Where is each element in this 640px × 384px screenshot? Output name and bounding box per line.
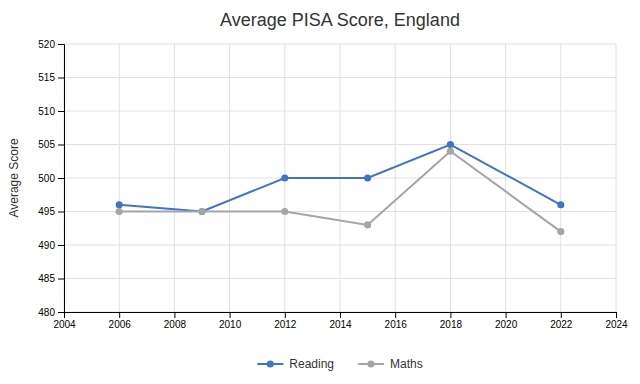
legend-marker	[367, 360, 374, 367]
y-tick: 505	[38, 139, 64, 150]
y-tick-mark	[58, 111, 64, 112]
y-tick: 480	[38, 307, 64, 318]
x-tick-label: 2004	[53, 319, 76, 330]
grid-line	[505, 44, 506, 312]
x-axis: 2004 2006 2008 2010 2012 2014 2016 2018 2020 2022…	[53, 312, 628, 330]
point	[557, 201, 564, 208]
grid-line	[119, 44, 120, 312]
x-tick: 2018	[440, 312, 463, 330]
y-tick-label: 485	[38, 273, 55, 284]
x-tick-mark	[174, 312, 175, 318]
x-tick-mark	[506, 312, 507, 318]
title: Average PISA Score, England	[220, 10, 460, 30]
y-tick-label: 520	[38, 39, 55, 50]
point	[198, 208, 205, 215]
legend: Reading Maths	[257, 357, 422, 371]
x-tick-label: 2024	[605, 319, 628, 330]
y-tick: 485	[38, 273, 64, 284]
legend-item: Reading	[257, 357, 334, 371]
y-axis-line	[58, 45, 65, 313]
legend-label: Maths	[390, 357, 423, 371]
legend-label: Reading	[289, 357, 334, 371]
x-tick: 2014	[329, 312, 352, 330]
x-tick-mark	[450, 312, 451, 318]
x-tick-label: 2014	[329, 319, 352, 330]
y-tick: 500	[38, 173, 64, 184]
x-tick-mark	[340, 312, 341, 318]
point	[447, 141, 454, 148]
y-tick-mark	[58, 178, 64, 179]
series-line	[119, 145, 561, 212]
y-tick-mark	[58, 245, 64, 246]
point	[281, 208, 288, 215]
grid-line	[395, 44, 396, 312]
y-tick-label: 490	[38, 240, 55, 251]
grid-line	[450, 44, 451, 312]
x-tick-label: 2006	[109, 319, 132, 330]
y-tick: 495	[38, 206, 64, 217]
point	[281, 174, 288, 181]
x-tick-mark	[561, 312, 562, 318]
x-tick: 2010	[219, 312, 242, 330]
grid	[64, 44, 616, 312]
y-tick-mark	[58, 279, 64, 280]
x-tick-label: 2016	[385, 319, 408, 330]
plot-area	[116, 141, 565, 235]
x-tick-label: 2008	[164, 319, 187, 330]
x-tick-mark	[230, 312, 231, 318]
grid-line	[616, 44, 617, 312]
x-tick-label: 2020	[495, 319, 518, 330]
y-tick-label: 480	[38, 307, 55, 318]
x-tick-mark	[395, 312, 396, 318]
y-tick-mark	[58, 212, 64, 213]
point	[557, 228, 564, 235]
point	[116, 201, 123, 208]
y-tick-mark	[58, 145, 64, 146]
x-tick: 2022	[550, 312, 573, 330]
series-line	[119, 151, 561, 231]
point	[364, 174, 371, 181]
x-tick: 2008	[164, 312, 187, 330]
x-tick: 2016	[385, 312, 408, 330]
grid-line	[560, 44, 561, 312]
x-tick: 2024	[605, 312, 628, 330]
x-tick: 2020	[495, 312, 518, 330]
y-tick-label: 500	[38, 173, 55, 184]
x-tick: 2012	[274, 312, 297, 330]
grid-line	[229, 44, 230, 312]
x-tick: 2006	[109, 312, 132, 330]
y-axis-label: Average Score	[7, 138, 21, 217]
y-tick: 520	[38, 39, 64, 50]
chart: 2004 2006 2008 2010 2012 2014 2016 2018 2020 2022…	[0, 0, 640, 384]
x-tick-mark	[285, 312, 286, 318]
y-tick: 510	[38, 106, 64, 117]
y-tick: 515	[38, 72, 64, 83]
grid-line	[174, 44, 175, 312]
legend-marker	[267, 360, 274, 367]
point	[198, 208, 205, 215]
y-tick-label: 515	[38, 72, 55, 83]
y-tick-mark	[58, 312, 64, 313]
y-tick-label: 505	[38, 139, 55, 150]
point	[116, 208, 123, 215]
y-tick-mark	[58, 78, 64, 79]
x-tick-mark	[616, 312, 617, 318]
x-tick-mark	[119, 312, 120, 318]
legend-item: Maths	[358, 357, 423, 371]
point	[364, 221, 371, 228]
y-tick-label: 510	[38, 106, 55, 117]
x-tick: 2004	[53, 312, 76, 330]
x-tick-label: 2012	[274, 319, 297, 330]
x-tick-label: 2010	[219, 319, 242, 330]
y-tick: 490	[38, 240, 64, 251]
x-tick-label: 2022	[550, 319, 573, 330]
y-tick-mark	[58, 44, 64, 45]
x-axis-line	[65, 313, 617, 319]
y-tick-label: 495	[38, 206, 55, 217]
point	[447, 148, 454, 155]
y-axis: 480 485 490 495 500 505 510 515 520	[38, 39, 64, 318]
x-tick-label: 2018	[440, 319, 463, 330]
